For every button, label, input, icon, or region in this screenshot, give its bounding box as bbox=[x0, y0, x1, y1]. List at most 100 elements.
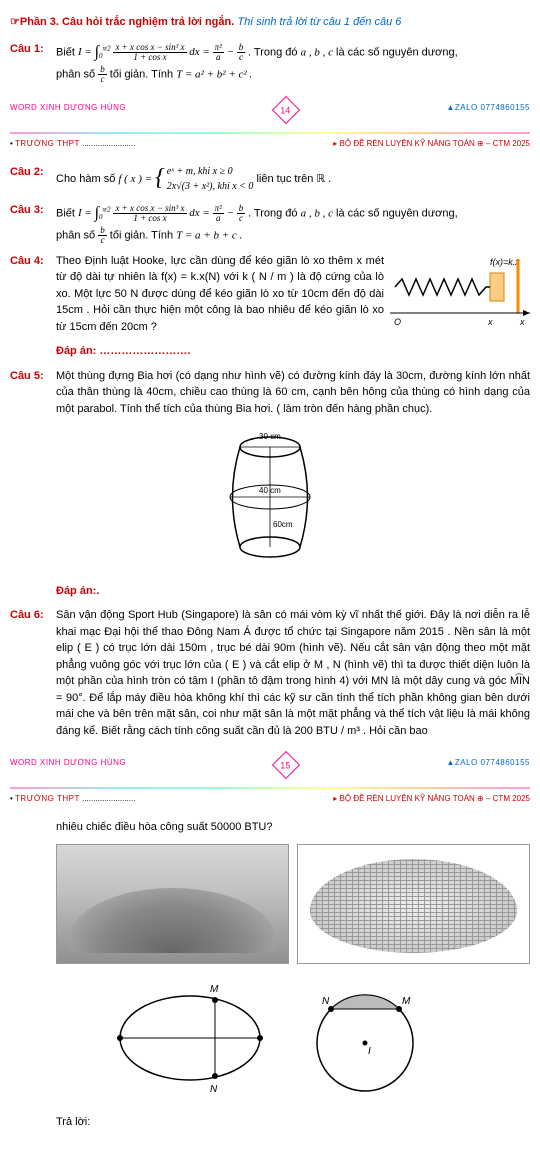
case-bot: 2x√(3 + x²), khi x < 0 bbox=[167, 179, 254, 194]
i-label: I bbox=[368, 1046, 371, 1057]
footer-left: WORD XINH DƯƠNG HÙNG bbox=[10, 102, 126, 114]
pn15: 15 bbox=[277, 756, 295, 776]
q1-formula: I = ∫0π⁄2 x + x cos x − sin³ x1 + cos x … bbox=[78, 46, 248, 58]
i3-eq: I = bbox=[78, 207, 92, 219]
stadium-photo-dome-wireframe bbox=[297, 844, 530, 964]
i-eq: I = bbox=[78, 46, 92, 58]
bc3-n: b bbox=[98, 226, 107, 236]
q4-text: Theo Định luật Hooke, lực cần dùng để ké… bbox=[56, 255, 384, 333]
q2-body: Cho hàm số f ( x ) = { eˣ + m, khi x ≥ 0… bbox=[56, 164, 530, 194]
x1-label: x bbox=[487, 317, 493, 327]
rhs3-bd: c bbox=[237, 214, 246, 223]
dx3-eq: dx = bbox=[189, 207, 210, 219]
n-label-1: N bbox=[210, 1084, 218, 1095]
page-number-14: 14 bbox=[272, 95, 300, 123]
page-header-2: • TRƯỜNG THPT ........................ ▸… bbox=[10, 793, 530, 805]
q6-continuation: nhiêu chiếc điều hòa công suất 50000 BTU… bbox=[56, 819, 530, 836]
q4-label: Câu 4: bbox=[10, 253, 56, 336]
q2-tail: liên tục trên ℝ . bbox=[256, 172, 331, 184]
school-text: TRƯỜNG THPT bbox=[15, 139, 80, 148]
q4-ans-label: Đáp án: bbox=[56, 345, 99, 357]
barrel-height: 60cm bbox=[273, 520, 293, 529]
rainbow-divider bbox=[10, 132, 530, 134]
int3-lo: 0 bbox=[99, 213, 103, 221]
section-title: ☞Phần 3. Câu hỏi trắc nghiệm trả lời ngắ… bbox=[10, 14, 530, 31]
minus3: − bbox=[227, 207, 234, 219]
rhs-b-d: c bbox=[237, 53, 246, 62]
fx-eq: f ( x ) = bbox=[118, 172, 152, 184]
barrel-top: 30 cm bbox=[259, 432, 281, 441]
bc-n: b bbox=[98, 65, 107, 75]
footer-left-15: WORD XINH DƯƠNG HÙNG bbox=[10, 757, 126, 769]
q1-t1: Biết bbox=[56, 46, 78, 58]
stadium-photo-exterior bbox=[56, 844, 289, 964]
question-5: Câu 5: Một thùng đựng Bia hơi (có dạng n… bbox=[10, 368, 530, 418]
ellipse-diagrams: M N N M I bbox=[10, 978, 530, 1098]
barrel-figure: 30 cm 40 cm 60cm bbox=[10, 427, 530, 573]
n-label-2: N bbox=[322, 996, 330, 1007]
footer-right-15: ▲ZALO 0774860155 bbox=[446, 757, 530, 769]
section-prefix: ☞Phần 3. Câu hỏi trắc nghiệm trả lời ngắ… bbox=[10, 16, 234, 28]
x2-label: x bbox=[519, 317, 525, 327]
q1-tail2: là các số nguyên dương, bbox=[336, 46, 458, 58]
bc-d: c bbox=[98, 75, 107, 84]
header-dots: ........................ bbox=[82, 139, 135, 148]
circle-segment-figure: N M I bbox=[300, 978, 430, 1098]
m-label-2: M bbox=[402, 996, 411, 1007]
stadium-photos bbox=[56, 844, 530, 964]
int-den: 1 + cos x bbox=[113, 53, 186, 62]
question-2: Câu 2: Cho hàm số f ( x ) = { eˣ + m, kh… bbox=[10, 164, 530, 194]
int-hi: π⁄2 bbox=[103, 44, 111, 52]
question-3: Câu 3: Biết I = ∫0π⁄2 x + x cos x − sin³… bbox=[10, 202, 530, 245]
header-source: ▸ BỘ ĐỀ RÈN LUYỆN KỸ NĂNG TOÁN ⊕ – CTM 2… bbox=[333, 138, 530, 150]
footer-right: ▲ZALO 0774860155 bbox=[446, 102, 530, 114]
page-number-15: 15 bbox=[272, 751, 300, 779]
q5-body: Một thùng đựng Bia hơi (có dạng như hình… bbox=[56, 368, 530, 418]
q1-frac-bc: bc bbox=[98, 65, 107, 84]
q1-l2b: tối giản. Tính bbox=[110, 68, 176, 80]
header-source-2: ▸ BỘ ĐỀ RÈN LUYỆN KỸ NĂNG TOÁN ⊕ – CTM 2… bbox=[333, 793, 530, 805]
page-footer-15: WORD XINH DƯƠNG HÙNG 15 ▲ZALO 0774860155 bbox=[10, 753, 530, 773]
q3-body: Biết I = ∫0π⁄2 x + x cos x − sin³ x1 + c… bbox=[56, 202, 530, 245]
ellipse-mn-figure: M N bbox=[110, 978, 270, 1098]
minus: − bbox=[227, 46, 234, 58]
rainbow-divider-2 bbox=[10, 787, 530, 789]
question-4: Câu 4: f(x)=k.x O x x Theo Định luật Hoo… bbox=[10, 253, 530, 336]
dx-eq: dx = bbox=[189, 46, 210, 58]
q5-label: Câu 5: bbox=[10, 368, 56, 418]
bc3-d: c bbox=[98, 236, 107, 245]
q3-tail2: là các số nguyên dương, bbox=[336, 207, 458, 219]
section-instruction: Thí sinh trả lời từ câu 1 đến câu 6 bbox=[237, 16, 401, 28]
q2-t1: Cho hàm số bbox=[56, 172, 118, 184]
fx-label: f(x)=k.x bbox=[490, 257, 520, 267]
question-1: Câu 1: Biết I = ∫0π⁄2 x + x cos x − sin³… bbox=[10, 41, 530, 84]
q4-body: f(x)=k.x O x x Theo Định luật Hooke, lực… bbox=[56, 253, 530, 336]
q1-T: T = a² + b² + c² . bbox=[176, 68, 252, 80]
header-dots-2: ........................ bbox=[82, 794, 135, 803]
school-name-2: • TRƯỜNG THPT ........................ bbox=[10, 793, 135, 805]
origin-label: O bbox=[394, 317, 401, 327]
q3-frac-bc: bc bbox=[98, 226, 107, 245]
q5-answer: Đáp án:. bbox=[56, 583, 530, 600]
q2-label: Câu 2: bbox=[10, 164, 56, 194]
m-label-1: M bbox=[210, 984, 219, 995]
q3-T: T = a + b + c . bbox=[176, 229, 242, 241]
q3-l2b: tối giản. Tính bbox=[110, 229, 176, 241]
int3-hi: π⁄2 bbox=[103, 205, 111, 213]
q6-body: Sân vận động Sport Hub (Singapore) là sâ… bbox=[56, 607, 530, 739]
q1-l2a: phân số bbox=[56, 68, 98, 80]
page-header: • TRƯỜNG THPT ........................ ▸… bbox=[10, 138, 530, 150]
q1-tail: . Trong đó bbox=[248, 46, 301, 58]
q3-tail: . Trong đó bbox=[248, 207, 301, 219]
rhs-a-d: a bbox=[213, 53, 224, 62]
rhs3-ad: a bbox=[213, 214, 224, 223]
q3-abc: a , b , c bbox=[301, 207, 333, 219]
q3-t1: Biết bbox=[56, 207, 78, 219]
q1-body: Biết I = ∫0π⁄2 x + x cos x − sin³ x1 + c… bbox=[56, 41, 530, 84]
q3-l2a: phân số bbox=[56, 229, 98, 241]
question-6: Câu 6: Sân vận động Sport Hub (Singapore… bbox=[10, 607, 530, 739]
school-name: • TRƯỜNG THPT ........................ bbox=[10, 138, 135, 150]
q6-answer: Trả lời: bbox=[56, 1114, 530, 1131]
q2-piecewise: { eˣ + m, khi x ≥ 0 2x√(3 + x²), khi x <… bbox=[155, 164, 253, 194]
pn14: 14 bbox=[277, 100, 295, 120]
